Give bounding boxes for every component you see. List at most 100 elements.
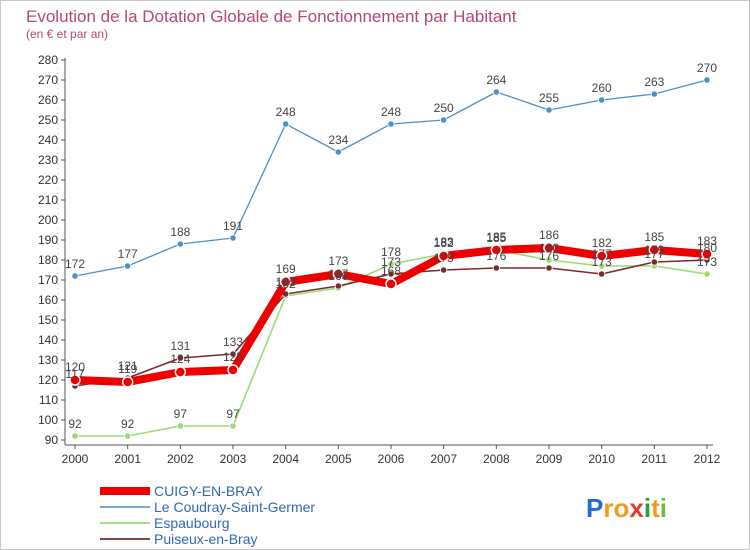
data-label: 180: [697, 241, 717, 255]
data-point: [701, 248, 713, 260]
data-label: 264: [486, 73, 506, 87]
data-label: 248: [381, 105, 401, 119]
x-tick-label: 2005: [325, 452, 352, 466]
data-point: [598, 270, 606, 278]
data-label: 180: [539, 241, 559, 255]
data-point: [176, 240, 184, 248]
legend-label: Le Coudray-Saint-Germer: [154, 499, 315, 515]
data-label: 260: [592, 81, 612, 95]
data-point: [282, 120, 290, 128]
logo-letter: x: [629, 493, 644, 523]
data-point: [71, 432, 79, 440]
data-point: [387, 260, 395, 268]
data-point: [650, 258, 658, 266]
data-label: 173: [381, 255, 401, 269]
x-tick-label: 2010: [588, 452, 615, 466]
data-point: [124, 432, 132, 440]
data-point: [334, 148, 342, 156]
data-label: 183: [434, 235, 454, 249]
y-tick-label: 270: [38, 73, 58, 87]
x-tick-label: 2000: [62, 452, 89, 466]
data-point: [598, 262, 606, 270]
data-point: [648, 244, 661, 256]
data-point: [492, 88, 500, 96]
data-label: 182: [592, 236, 612, 250]
data-label: 248: [276, 105, 296, 119]
data-point: [545, 264, 553, 272]
data-point: [545, 106, 553, 114]
data-label: 167: [328, 267, 348, 281]
x-tick-label: 2012: [694, 452, 721, 466]
data-label: 169: [276, 262, 296, 276]
legend-label: Puiseux-en-Bray: [154, 531, 258, 547]
data-label: 185: [644, 230, 664, 244]
data-label: 173: [328, 254, 348, 268]
y-tick-label: 130: [38, 353, 58, 367]
x-tick-label: 2004: [272, 452, 299, 466]
data-label: 234: [328, 133, 348, 147]
data-label: 173: [697, 255, 717, 269]
x-tick-label: 2001: [114, 452, 141, 466]
y-tick-label: 180: [38, 253, 58, 267]
data-label: 133: [223, 335, 243, 349]
x-tick-label: 2002: [167, 452, 194, 466]
data-point: [121, 376, 134, 388]
data-point: [176, 422, 184, 430]
data-label: 162: [276, 277, 296, 291]
data-label: 125: [223, 350, 243, 364]
logo-letter: i: [644, 493, 651, 523]
data-label: 182: [434, 236, 454, 250]
data-point: [650, 90, 658, 98]
data-label: 186: [539, 228, 559, 242]
logo-letter: i: [660, 493, 667, 523]
data-label: 92: [121, 417, 135, 431]
data-label: 117: [65, 367, 84, 381]
data-point: [176, 354, 184, 362]
data-point: [437, 250, 450, 262]
data-label: 175: [434, 251, 454, 265]
y-tick-label: 160: [38, 293, 58, 307]
data-label: 168: [381, 264, 401, 278]
data-point: [124, 262, 132, 270]
data-point: [703, 76, 711, 84]
series-le-coudray-saint-germer: [71, 76, 711, 280]
proxiti-logo: Proxiti: [586, 493, 667, 523]
data-point: [229, 234, 237, 242]
logo-letter: r: [603, 493, 613, 523]
data-label: 97: [174, 407, 188, 421]
y-tick-label: 280: [38, 53, 58, 67]
data-point: [387, 270, 395, 278]
data-point: [174, 366, 187, 378]
legend-label: CUIGY-EN-BRAY: [154, 483, 264, 499]
data-label: 120: [65, 360, 85, 374]
data-label: 176: [539, 249, 559, 263]
data-label: 185: [486, 230, 506, 244]
data-point: [227, 364, 239, 376]
data-point: [229, 350, 237, 358]
data-point: [595, 250, 608, 262]
data-label: 97: [226, 407, 240, 421]
data-label: 178: [381, 245, 401, 259]
x-tick-label: 2009: [536, 452, 563, 466]
data-point: [545, 256, 553, 264]
logo-letter: o: [613, 493, 629, 523]
data-label: 92: [68, 417, 82, 431]
data-label: 185: [486, 231, 506, 245]
data-label: 177: [592, 247, 612, 261]
y-tick-label: 240: [38, 133, 58, 147]
y-tick-label: 140: [38, 333, 58, 347]
data-label: 183: [697, 234, 717, 248]
y-tick-label: 150: [38, 313, 58, 327]
data-label: 177: [644, 247, 664, 261]
data-label: 255: [539, 91, 559, 105]
chart-subtitle: (en € et par an): [26, 27, 108, 41]
data-point: [387, 120, 395, 128]
data-label: 250: [434, 101, 454, 115]
y-tick-label: 230: [38, 153, 58, 167]
plot-area: 90 100 110 120 130 140 150 160 170 180 190 200 210 22…: [38, 53, 721, 466]
y-tick-label: 220: [38, 173, 58, 187]
